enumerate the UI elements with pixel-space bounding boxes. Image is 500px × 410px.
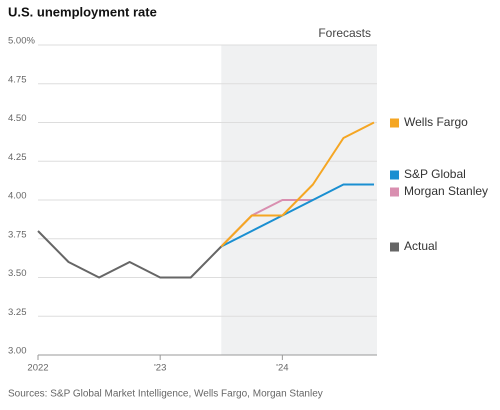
x-tick-label: 2022: [27, 363, 48, 374]
x-tick-label: '23: [154, 363, 166, 374]
legend-swatch: [390, 187, 399, 197]
y-tick-label: 4.75: [8, 74, 27, 85]
legend-label: S&P Global: [404, 167, 466, 181]
y-tick-label: 4.50: [8, 113, 27, 124]
legend-swatch: [390, 242, 399, 252]
y-tick-label: 4.00: [8, 191, 27, 202]
legend-label: Wells Fargo: [404, 115, 468, 129]
legend-label: Actual: [404, 239, 437, 253]
chart-title: U.S. unemployment rate: [8, 4, 157, 19]
y-tick-label: 5.00%: [8, 36, 35, 47]
legend-swatch: [390, 170, 399, 180]
y-tick-label: 3.25: [8, 307, 27, 318]
legend-label: Morgan Stanley: [404, 184, 488, 198]
series-line: [220, 183, 374, 248]
series-line: [220, 121, 375, 248]
legend-swatch: [390, 118, 399, 128]
forecast-label: Forecasts: [318, 26, 371, 40]
y-tick-label: 4.25: [8, 152, 27, 163]
y-tick-label: 3.50: [8, 268, 27, 279]
x-tick-label: '24: [276, 363, 288, 374]
source-note: Sources: S&P Global Market Intelligence,…: [8, 389, 323, 400]
y-tick-label: 3.75: [8, 229, 27, 240]
series-line: [37, 230, 222, 279]
y-tick-label: 3.00: [8, 346, 27, 357]
